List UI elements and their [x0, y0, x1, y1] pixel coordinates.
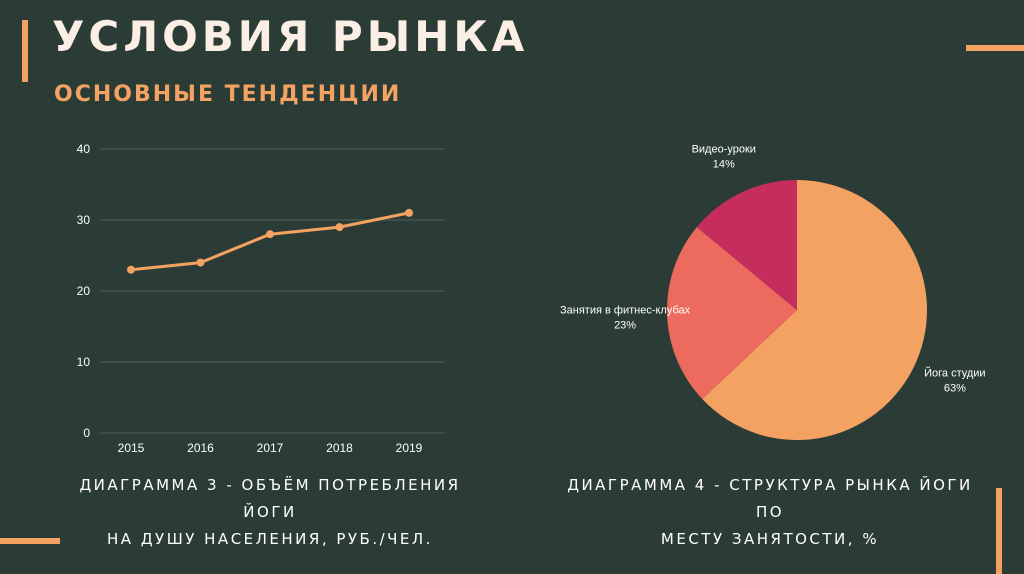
- line-chart: 0 10 20 30 40 2015 2016 2017 2018 2019: [77, 142, 445, 455]
- y-tick-label: 10: [77, 355, 91, 369]
- x-tick-label: 2019: [396, 441, 423, 455]
- data-point: [335, 223, 344, 232]
- series-line: [130, 211, 410, 272]
- pie-slice: [666, 227, 797, 399]
- line-chart-caption-line-2: НА ДУШУ НАСЕЛЕНИЯ, РУБ./ЧЕЛ.: [107, 530, 433, 548]
- y-tick-label: 40: [77, 142, 91, 156]
- pie-chart-caption-line-1: ДИАГРАММА 4 - СТРУКТУРА РЫНКА ЙОГИ ПО: [567, 476, 973, 521]
- line-chart-caption-line-1: ДИАГРАММА 3 - ОБЪЁМ ПОТРЕБЛЕНИЯ ЙОГИ: [79, 476, 461, 521]
- data-point: [266, 230, 274, 239]
- y-tick-label: 30: [77, 213, 91, 227]
- pie-chart: Йога студии 63% Занятия в фитнес-клубах 23%…: [560, 143, 986, 441]
- pie-slice: [702, 180, 927, 441]
- accent-bar-left-bottom: [0, 538, 60, 544]
- data-point: [127, 265, 135, 274]
- x-tick-label: 2018: [326, 441, 353, 455]
- pie-slice-value: 23%: [614, 319, 636, 331]
- pie-chart-caption-line-2: МЕСТУ ЗАНЯТОСТИ, %: [660, 530, 880, 548]
- y-tick-label: 0: [83, 426, 90, 440]
- pie-chart-caption: ДИАГРАММА 4 - СТРУКТУРА РЫНКА ЙОГИ ПО МЕ…: [555, 472, 985, 553]
- data-point: [196, 258, 205, 267]
- pie-slice-value: 63%: [944, 382, 966, 394]
- pie-slice-name: Йога студии: [924, 366, 985, 379]
- accent-bar-right-top: [966, 45, 1024, 51]
- pie-slice-name: Видео-уроки: [692, 143, 756, 155]
- pie-slice-name: Занятия в фитнес-клубах: [560, 304, 691, 316]
- accent-bar-right-bottom: [996, 488, 1002, 574]
- accent-bar-left-top: [22, 20, 28, 82]
- x-tick-label: 2015: [118, 441, 145, 455]
- x-tick-label: 2017: [257, 441, 284, 455]
- pie-slice: [696, 180, 797, 310]
- x-tick-label: 2016: [187, 441, 214, 455]
- page-subtitle: ОСНОВНЫЕ ТЕНДЕНЦИИ: [54, 82, 402, 107]
- pie-slice-value: 14%: [713, 158, 735, 170]
- line-chart-caption: ДИАГРАММА 3 - ОБЪЁМ ПОТРЕБЛЕНИЯ ЙОГИ НА …: [55, 472, 485, 553]
- y-tick-label: 20: [77, 284, 91, 298]
- data-point: [405, 208, 413, 217]
- page-title: УСЛОВИЯ РЫНКА: [52, 12, 529, 61]
